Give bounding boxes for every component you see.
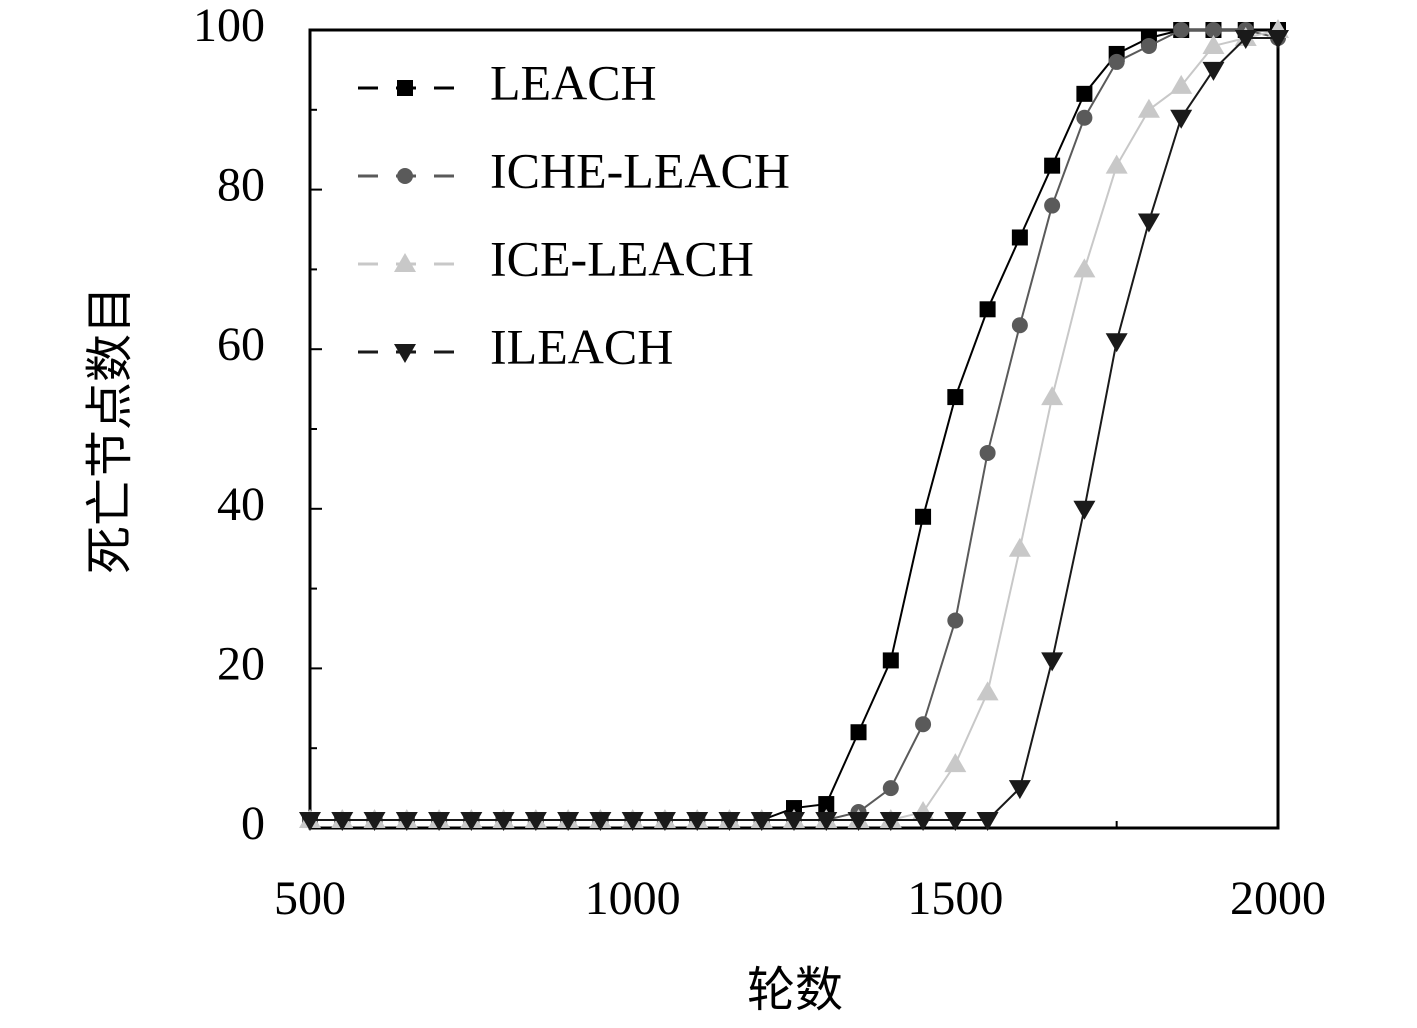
legend-label: ICE-LEACH [490, 230, 754, 286]
marker [1105, 154, 1128, 174]
y-axis-label: 死亡节点数目 [84, 286, 137, 574]
marker [1008, 780, 1031, 800]
marker [815, 812, 838, 832]
marker [718, 812, 741, 832]
marker [460, 812, 483, 832]
marker [1137, 213, 1160, 233]
marker [850, 724, 867, 741]
y-tick-label: 20 [217, 637, 265, 690]
series-line [310, 36, 1278, 822]
marker [915, 716, 932, 733]
legend-marker [394, 344, 416, 363]
marker [1041, 652, 1064, 672]
y-tick-label: 60 [217, 318, 265, 371]
marker [818, 796, 835, 813]
marker [882, 780, 899, 797]
marker [1267, 29, 1289, 49]
marker [1108, 53, 1125, 70]
marker [912, 812, 935, 832]
marker [915, 508, 932, 525]
legend-label: LEACH [490, 54, 657, 110]
marker [847, 812, 870, 832]
marker [944, 812, 967, 832]
marker [363, 812, 386, 832]
marker [1041, 386, 1064, 406]
marker [331, 812, 354, 832]
marker [1073, 500, 1096, 520]
marker [1202, 61, 1225, 81]
marker [979, 444, 996, 461]
marker [783, 812, 805, 832]
series-line [310, 29, 1279, 822]
marker [1105, 333, 1128, 353]
marker [976, 681, 999, 701]
marker [882, 652, 899, 669]
marker [1173, 22, 1190, 38]
marker [1202, 34, 1225, 54]
marker [1205, 22, 1222, 38]
y-tick-label: 40 [217, 478, 265, 531]
marker [1170, 74, 1193, 94]
marker [750, 812, 773, 832]
y-tick-label: 0 [241, 797, 265, 850]
plot-frame [308, 28, 1280, 830]
marker [947, 612, 964, 629]
x-tick-label: 1500 [907, 872, 1003, 925]
legend-label: ICHE-LEACH [490, 142, 790, 198]
marker [557, 812, 580, 832]
marker [1011, 317, 1028, 334]
marker [524, 812, 547, 832]
marker [686, 812, 709, 832]
marker [1076, 109, 1093, 126]
y-tick-label: 100 [193, 0, 265, 52]
marker [979, 301, 996, 318]
series-line [310, 29, 1279, 822]
x-tick-label: 500 [274, 872, 346, 925]
marker [1008, 537, 1031, 557]
marker [1234, 29, 1257, 49]
marker [492, 812, 515, 832]
marker [1011, 229, 1028, 246]
legend-marker [397, 168, 413, 184]
series-line [310, 29, 1278, 822]
legend-label: ILEACH [490, 318, 673, 374]
marker [1170, 109, 1193, 129]
x-tick-label: 1000 [585, 872, 681, 925]
marker [1137, 98, 1160, 118]
marker [1076, 85, 1093, 102]
marker [589, 812, 612, 832]
legend-marker [394, 253, 416, 272]
marker [1073, 258, 1096, 278]
marker [395, 812, 418, 832]
marker [299, 812, 321, 832]
marker [1140, 37, 1157, 54]
y-tick-label: 80 [217, 159, 265, 212]
marker [621, 812, 644, 832]
marker [976, 812, 999, 832]
legend-marker [397, 80, 413, 96]
marker [879, 812, 902, 832]
marker [947, 389, 964, 406]
marker [653, 812, 676, 832]
x-axis-label: 轮数 [747, 964, 843, 1017]
marker [944, 753, 967, 773]
marker [1044, 197, 1061, 214]
marker [1044, 157, 1061, 174]
marker [428, 812, 451, 832]
x-tick-label: 2000 [1230, 872, 1326, 925]
